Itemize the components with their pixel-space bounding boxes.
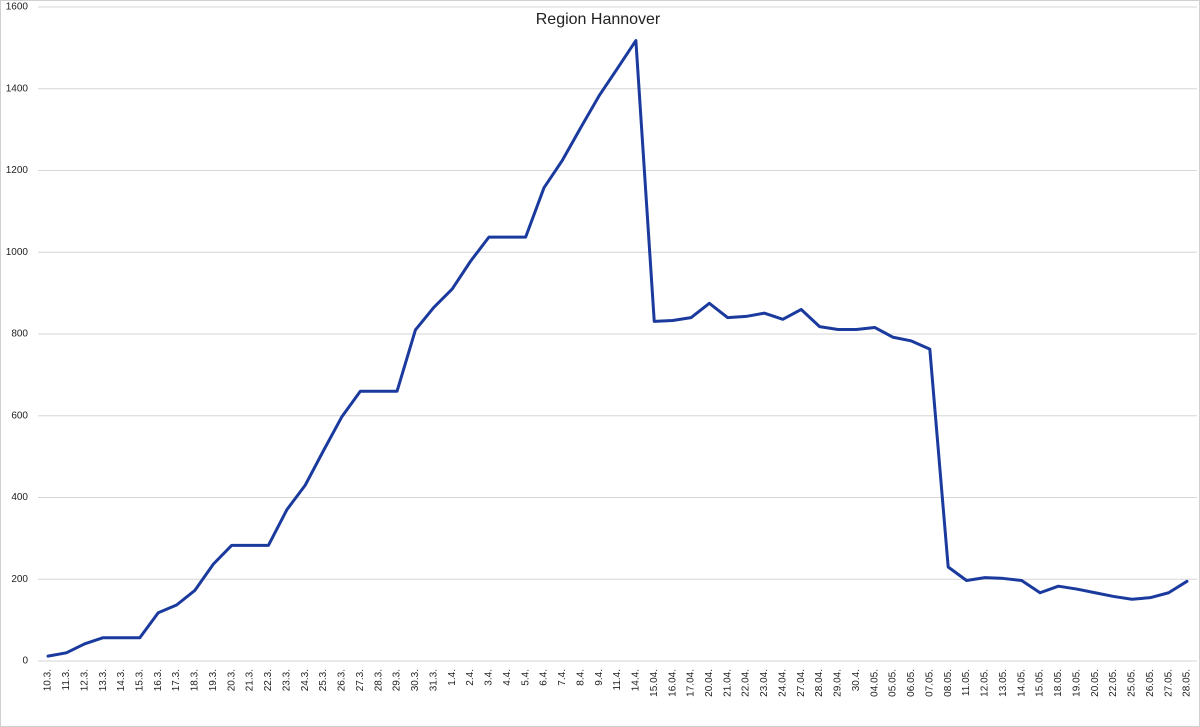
x-tick-label: 26.05.	[1145, 669, 1156, 697]
y-tick-label: 200	[11, 574, 28, 585]
x-tick-label: 27.04.	[796, 669, 807, 697]
x-tick-label: 9.4.	[594, 669, 605, 686]
x-tick-label: 31.3.	[428, 669, 439, 691]
x-tick-label: 1.4.	[447, 669, 458, 686]
x-tick-label: 22.3.	[263, 669, 274, 691]
x-tick-label: 11.05.	[961, 669, 972, 696]
x-tick-label: 28.04.	[814, 669, 825, 697]
x-tick-label: 17.04.	[686, 669, 697, 697]
x-tick-label: 4.4.	[502, 669, 513, 686]
y-tick-label: 0	[22, 656, 28, 667]
x-tick-label: 2.4.	[465, 669, 476, 686]
x-tick-label: 27.3.	[355, 669, 366, 691]
x-tick-label: 25.3.	[318, 669, 329, 691]
y-tick-label: 800	[11, 329, 28, 340]
x-tick-label: 07.05.	[924, 669, 935, 697]
x-tick-label: 28.05.	[1182, 669, 1193, 697]
x-tick-label: 14.3.	[116, 669, 127, 691]
x-tick-label: 10.3.	[43, 669, 54, 691]
y-tick-label: 1600	[6, 2, 29, 13]
x-tick-label: 6.4.	[539, 669, 550, 686]
x-tick-label: 27.05.	[1163, 669, 1174, 697]
x-tick-label: 04.05.	[869, 669, 880, 697]
x-tick-label: 28.3.	[373, 669, 384, 691]
x-tick-label: 19.3.	[208, 669, 219, 691]
y-tick-label: 1200	[6, 165, 29, 176]
x-tick-label: 16.04.	[667, 669, 678, 697]
x-tick-label: 29.04.	[833, 669, 844, 697]
x-tick-label: 11.3.	[61, 669, 72, 691]
x-tick-label: 14.05.	[1016, 669, 1027, 697]
x-tick-label: 11.4.	[612, 669, 623, 691]
x-tick-label: 19.05.	[1071, 669, 1082, 697]
x-tick-label: 20.3.	[226, 669, 237, 691]
x-tick-label: 22.05.	[1108, 669, 1119, 697]
x-tick-label: 15.05.	[1035, 669, 1046, 697]
x-tick-label: 12.3.	[79, 669, 90, 691]
y-tick-label: 400	[11, 492, 28, 503]
x-tick-label: 23.3.	[281, 669, 292, 691]
y-tick-label: 1000	[6, 247, 29, 258]
x-tick-label: 05.05.	[888, 669, 899, 697]
x-tick-label: 20.05.	[1090, 669, 1101, 697]
x-tick-label: 30.3.	[410, 669, 421, 691]
x-tick-label: 13.3.	[98, 669, 109, 691]
x-tick-label: 23.04.	[759, 669, 770, 697]
data-line	[46, 39, 1189, 658]
x-tick-label: 25.05.	[1127, 669, 1138, 697]
y-tick-label: 1400	[6, 83, 29, 94]
x-tick-label: 29.3.	[392, 669, 403, 691]
x-tick-label: 26.3.	[337, 669, 348, 691]
x-tick-label: 24.3.	[300, 669, 311, 691]
y-tick-label: 600	[11, 410, 28, 421]
x-tick-label: 16.3.	[153, 669, 164, 691]
x-tick-label: 15.3.	[134, 669, 145, 691]
x-tick-label: 3.4.	[484, 669, 495, 686]
x-tick-label: 22.04.	[741, 669, 752, 697]
x-tick-label: 18.05.	[1053, 669, 1064, 697]
x-tick-label: 21.3.	[245, 669, 256, 691]
chart-title: Region Hannover	[536, 11, 661, 28]
x-tick-label: 17.3.	[171, 669, 182, 691]
x-tick-label: 18.3.	[190, 669, 201, 691]
x-tick-label: 5.4.	[520, 669, 531, 686]
x-tick-label: 7.4.	[557, 669, 568, 686]
x-tick-label: 08.05.	[943, 669, 954, 697]
x-tick-label: 30.4.	[851, 669, 862, 691]
x-tick-label: 13.05.	[998, 669, 1009, 697]
x-tick-label: 21.04.	[722, 669, 733, 697]
x-tick-label: 15.04.	[649, 669, 660, 697]
x-tick-label: 24.04.	[777, 669, 788, 697]
x-tick-label: 12.05.	[980, 669, 991, 697]
x-tick-label: 8.4.	[575, 669, 586, 686]
x-tick-label: 14.4.	[631, 669, 642, 691]
x-tick-label: 20.04.	[704, 669, 715, 697]
x-tick-label: 06.05.	[906, 669, 917, 697]
